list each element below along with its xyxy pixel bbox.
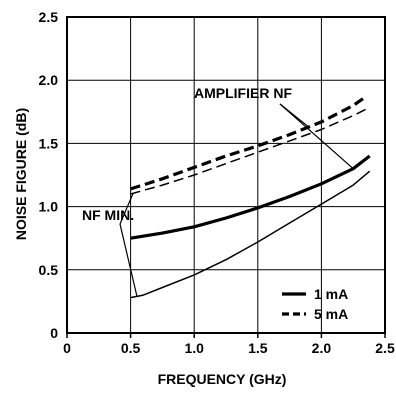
- x-tick-label: 0.5: [121, 340, 141, 356]
- y-tick-label: 0: [50, 325, 58, 341]
- x-tick-label: 0: [63, 340, 71, 356]
- legend-label: 1 mA: [314, 286, 348, 302]
- x-tick-label: 2.0: [312, 340, 332, 356]
- series-line-amp-1mA: [130, 154, 371, 240]
- plot-frame: [66, 16, 386, 334]
- series-lines: [130, 95, 371, 299]
- annotation-leader-line: [119, 223, 138, 297]
- x-axis-title: FREQUENCY (GHz): [158, 371, 287, 387]
- series-line-nfmin-1mA: [130, 170, 371, 299]
- annotation-nf-min: NF MIN.: [82, 207, 134, 223]
- annotation-leader-lines: [119, 103, 354, 297]
- annotation-amplifier-nf: AMPLIFIER NF: [194, 85, 292, 101]
- legend: 1 mA 5 mA: [282, 286, 348, 322]
- legend-label: 5 mA: [314, 306, 348, 322]
- annotation-leader-line: [119, 193, 134, 225]
- grid: [67, 17, 385, 333]
- y-tick-label: 2.5: [39, 9, 59, 25]
- y-axis-title: NOISE FIGURE (dB): [13, 108, 29, 240]
- series-line-amp-5mA: [130, 95, 367, 191]
- x-tick-label: 1.5: [248, 340, 268, 356]
- annotation-leader-line: [279, 103, 354, 170]
- y-tick-labels: 0 0.5 1.0 1.5 2.0 2.5: [39, 9, 59, 341]
- x-tick-label: 1.0: [184, 340, 204, 356]
- y-tick-label: 0.5: [39, 262, 59, 278]
- y-tick-label: 1.0: [39, 199, 59, 215]
- x-tick-label: 2.5: [375, 340, 395, 356]
- series-line-nfmin-5mA: [130, 108, 367, 195]
- y-tick-label: 2.0: [39, 72, 59, 88]
- x-tick-labels: 0 0.5 1.0 1.5 2.0 2.5: [63, 333, 395, 356]
- y-tick-label: 1.5: [39, 135, 59, 151]
